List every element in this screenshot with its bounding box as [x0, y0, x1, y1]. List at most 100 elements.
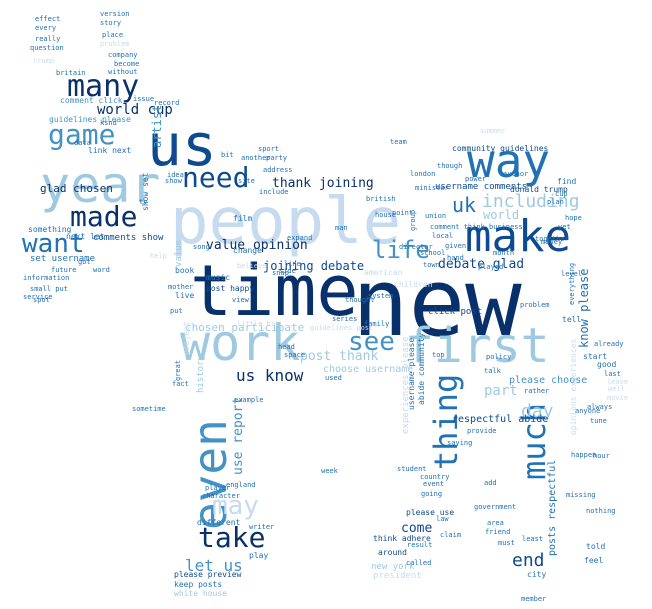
- word: point: [392, 209, 414, 217]
- word: please preview: [174, 570, 242, 579]
- word: small put: [30, 285, 68, 293]
- word: family: [364, 320, 390, 328]
- word: put: [170, 307, 183, 315]
- word: record: [154, 99, 180, 107]
- word: hope: [565, 214, 582, 222]
- word: guidelines please: [49, 115, 131, 124]
- word: system: [368, 292, 394, 300]
- word: including: [482, 191, 580, 212]
- word: problem: [100, 40, 130, 48]
- word: american: [364, 268, 403, 277]
- word: glad chosen: [40, 182, 113, 195]
- word: plan: [547, 198, 564, 206]
- word: student: [397, 465, 427, 473]
- word: company: [108, 51, 138, 59]
- word: group: [409, 209, 417, 231]
- word: different: [197, 518, 241, 527]
- word: first: [405, 318, 550, 374]
- word: abide community: [417, 332, 426, 405]
- word: cup: [555, 190, 568, 198]
- word: author: [503, 170, 529, 178]
- word: mother: [168, 283, 194, 291]
- word: posts respectful: [547, 459, 558, 556]
- word: school: [420, 249, 446, 257]
- word: issue: [133, 95, 155, 103]
- word: power: [465, 175, 487, 183]
- word: good: [597, 360, 617, 369]
- word: need: [182, 161, 250, 194]
- word: summer: [480, 127, 506, 135]
- word: know please: [577, 268, 591, 348]
- word: include: [259, 188, 289, 196]
- word: talk: [484, 367, 501, 375]
- word: provide: [467, 427, 497, 435]
- word: view: [232, 296, 249, 304]
- word: area: [487, 519, 504, 527]
- word: way: [467, 134, 551, 188]
- word: post happy: [206, 284, 255, 293]
- word: part: [484, 383, 518, 399]
- word: thought: [345, 296, 375, 304]
- word: click post: [428, 307, 483, 317]
- word: help: [150, 252, 167, 260]
- word: tune: [590, 417, 607, 425]
- word: word: [93, 266, 110, 274]
- word: month: [493, 249, 515, 257]
- word: law: [436, 515, 449, 523]
- word: writer: [249, 523, 275, 531]
- word: opinions experiences: [569, 338, 578, 435]
- word: value: [174, 239, 184, 267]
- word: white house: [174, 589, 227, 598]
- word: house: [375, 211, 397, 219]
- word: result: [407, 541, 433, 549]
- word: place: [102, 31, 124, 39]
- word: community guidelines: [452, 144, 549, 153]
- word: see: [348, 327, 395, 357]
- word: year: [40, 156, 161, 214]
- word: hand: [447, 254, 464, 262]
- word: told: [586, 542, 606, 551]
- word: government: [474, 503, 517, 511]
- word: though: [437, 162, 463, 170]
- word: city: [527, 570, 547, 579]
- word: space: [284, 351, 306, 359]
- word: show: [165, 177, 182, 185]
- word: comments show: [93, 233, 164, 243]
- word: value opinion: [206, 238, 308, 253]
- word: world: [483, 208, 520, 222]
- word: really: [35, 35, 61, 43]
- word: link next: [88, 146, 132, 155]
- word: well: [608, 385, 625, 393]
- word: people: [170, 185, 402, 259]
- word: yet: [558, 223, 571, 231]
- word: always: [587, 403, 613, 411]
- word: character: [202, 492, 240, 500]
- word: become: [114, 60, 140, 68]
- word: example: [234, 396, 264, 404]
- word: history: [196, 355, 206, 393]
- word: uk: [452, 193, 477, 217]
- word: team: [390, 138, 407, 146]
- word: sometime: [132, 405, 166, 413]
- word: find: [557, 177, 577, 186]
- word: question: [30, 44, 64, 52]
- word: got: [78, 258, 91, 266]
- word: called: [406, 559, 432, 567]
- word: member: [521, 595, 547, 603]
- word: live: [175, 291, 195, 300]
- word: joining debate: [263, 259, 365, 273]
- word: rather: [524, 387, 550, 395]
- word: keep posts: [174, 580, 223, 589]
- word: believe: [237, 262, 267, 270]
- word: come: [401, 521, 433, 536]
- word: new york: [371, 562, 415, 572]
- word: money: [541, 238, 563, 246]
- word: ksnd: [100, 119, 117, 127]
- word: artist: [150, 104, 164, 148]
- word: username please: [407, 337, 416, 410]
- word: tell: [562, 315, 582, 324]
- word: make: [465, 211, 571, 262]
- word: must: [498, 539, 515, 547]
- word: effect: [35, 15, 61, 23]
- word: local: [432, 232, 454, 240]
